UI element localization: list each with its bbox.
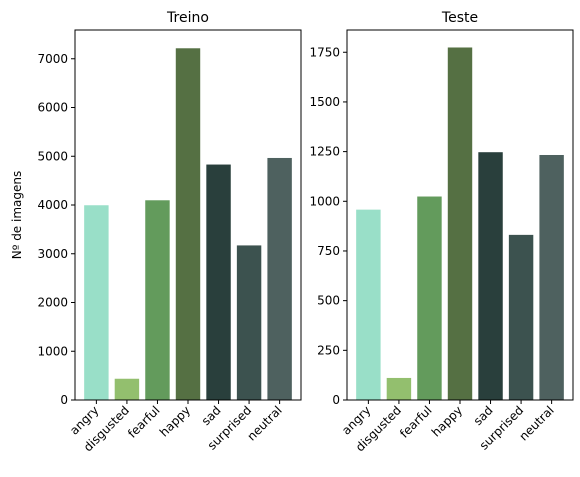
- chart-panel-treino: Treino Nº de imagens 0 1000 2000 3000 4000 5000…: [10, 10, 301, 454]
- y-tick-label: 0: [332, 393, 340, 407]
- bar-fearful: [417, 197, 441, 400]
- y-tick-label: 500: [317, 294, 340, 308]
- x-tick-label-happy: happy: [429, 403, 465, 439]
- bar-happy: [176, 48, 200, 400]
- x-tick-label-sad: sad: [471, 403, 496, 428]
- bar-disgusted: [115, 379, 139, 400]
- chart-title: Teste: [441, 10, 478, 26]
- bar-angry: [84, 205, 108, 400]
- y-tick-label: 3000: [37, 247, 68, 261]
- y-tick-label: 250: [317, 343, 340, 357]
- x-tick-label-neutral: neutral: [516, 403, 556, 443]
- bar-sad: [206, 165, 230, 400]
- bar-surprised: [509, 235, 533, 400]
- bar-neutral: [267, 158, 291, 400]
- bar-angry: [356, 210, 380, 400]
- y-tick-label: 1000: [309, 194, 340, 208]
- y-tick-label: 6000: [37, 101, 68, 115]
- y-tick-label: 1250: [309, 145, 340, 159]
- x-tick-label-neutral: neutral: [244, 403, 284, 443]
- y-tick-label: 4000: [37, 198, 68, 212]
- x-tick-label-sad: sad: [199, 403, 224, 428]
- x-tick-label-fearful: fearful: [397, 403, 435, 441]
- y-tick-label: 5000: [37, 149, 68, 163]
- bar-surprised: [237, 245, 261, 400]
- bar-neutral: [539, 155, 563, 400]
- y-tick-label: 1750: [309, 45, 340, 59]
- chart-title: Treino: [166, 10, 209, 26]
- y-tick-label: 2000: [37, 296, 68, 310]
- y-tick-label: 1500: [309, 95, 340, 109]
- x-tick-label-fearful: fearful: [125, 403, 163, 441]
- y-axis-label: Nº de imagens: [10, 171, 24, 260]
- y-tick-label: 750: [317, 244, 340, 258]
- y-tick-label: 1000: [37, 344, 68, 358]
- y-tick-label: 0: [60, 393, 68, 407]
- x-tick-label-happy: happy: [157, 403, 193, 439]
- bar-fearful: [145, 200, 169, 400]
- bar-sad: [478, 152, 502, 400]
- bar-disgusted: [387, 378, 411, 400]
- y-tick-label: 7000: [37, 52, 68, 66]
- bar-happy: [448, 47, 472, 400]
- chart-panel-teste: Teste02505007501000125015001750angrydisg…: [309, 10, 573, 454]
